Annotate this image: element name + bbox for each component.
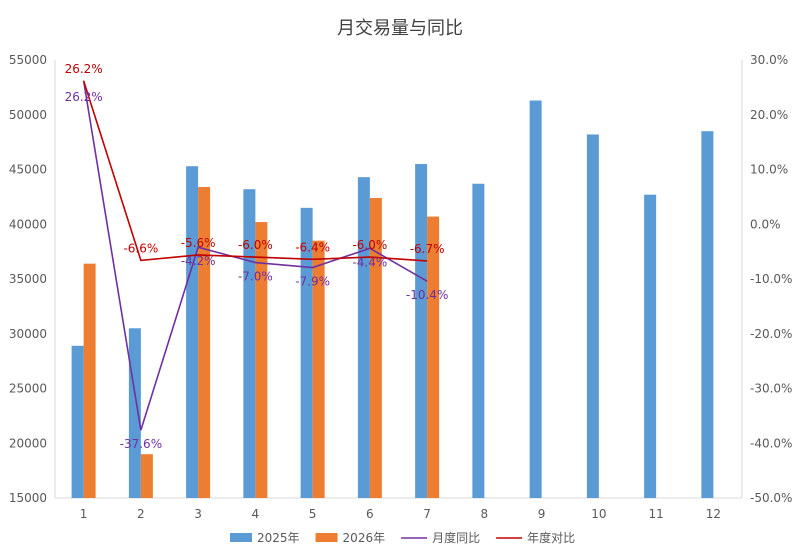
series-line: [82, 80, 428, 431]
data-labels: 26.2% -37.6% -4.2% -7.0% -7.9% -4.4% -10.4% 26.…: [65, 62, 449, 451]
data-label: 26.2%: [65, 90, 103, 104]
y-right-tick-label: 10.0%: [750, 163, 788, 177]
y-left-tick-label: 30000: [9, 327, 47, 341]
chart-title: 月交易量与同比: [337, 18, 463, 39]
x-tick-label: 10: [591, 507, 606, 521]
y-left-tick-label: 15000: [9, 491, 47, 505]
bar: [586, 134, 599, 498]
y-right-tick-label: -50.0%: [750, 491, 792, 505]
data-label: -37.6%: [120, 437, 162, 451]
x-tick-label: 5: [309, 507, 317, 521]
y-right-tick-label: -10.0%: [750, 272, 792, 286]
x-tick-label: 4: [252, 507, 260, 521]
y-right-tick-label: 0.0%: [750, 217, 781, 231]
data-label: -5.6%: [181, 236, 216, 250]
bar: [83, 263, 96, 498]
data-label: -6.0%: [352, 238, 387, 252]
bars: [71, 100, 714, 499]
legend-swatch: [230, 533, 252, 542]
bar: [71, 345, 84, 498]
y-left-tick-label: 45000: [9, 163, 47, 177]
y-right-tick-label: 20.0%: [750, 108, 788, 122]
y-right-tick-label: -40.0%: [750, 436, 792, 450]
data-label: -6.4%: [295, 240, 330, 254]
x-tick-label: 6: [366, 507, 374, 521]
legend-label: 2025年: [257, 531, 300, 545]
y-left-tick-label: 40000: [9, 217, 47, 231]
x-tick-label: 2: [137, 507, 145, 521]
bar: [128, 328, 141, 498]
bar: [243, 189, 256, 498]
data-label: -6.0%: [238, 238, 273, 252]
x-tick-label: 12: [706, 507, 721, 521]
bar: [644, 194, 657, 498]
bar: [255, 222, 268, 498]
data-label: 26.2%: [65, 62, 103, 76]
bar: [529, 100, 542, 498]
data-label: -7.9%: [295, 275, 330, 289]
data-label: -7.0%: [238, 270, 273, 284]
y-left-tick-label: 50000: [9, 108, 47, 122]
lines: [82, 80, 428, 431]
x-tick-label: 9: [538, 507, 546, 521]
bar: [140, 454, 153, 498]
y-left-tick-label: 20000: [9, 436, 47, 450]
y-right-tick-label: -20.0%: [750, 327, 792, 341]
legend-swatch: [315, 533, 338, 542]
y-left-tick-label: 35000: [9, 272, 47, 286]
y-left-tick-label: 55000: [9, 53, 47, 67]
bar: [472, 183, 485, 499]
data-label: -4.4%: [352, 255, 387, 269]
bar: [427, 216, 440, 498]
legend-label: 年度对比: [527, 530, 575, 545]
bar: [312, 240, 325, 499]
bar: [357, 177, 370, 499]
y-right-tick-label: -30.0%: [750, 382, 792, 396]
legend-label: 月度同比: [432, 530, 480, 545]
data-label: -6.7%: [410, 242, 445, 256]
data-label: -10.4%: [406, 288, 448, 302]
series-line: [82, 80, 428, 262]
legend-label: 2026年: [343, 531, 386, 545]
x-tick-label: 1: [80, 507, 88, 521]
y-right-tick-label: 30.0%: [750, 53, 788, 67]
legend: 2025年 2026年 月度同比 年度对比: [230, 530, 575, 545]
bar: [701, 131, 714, 499]
axes: 15000 20000 25000 30000 35000 40000 45000 50000…: [9, 53, 793, 521]
bar: [300, 207, 313, 498]
x-tick-label: 11: [648, 507, 663, 521]
bar: [369, 197, 382, 498]
data-label: -6.6%: [123, 241, 158, 255]
x-tick-label: 7: [423, 507, 431, 521]
x-tick-label: 3: [194, 507, 202, 521]
bar: [198, 187, 211, 498]
data-label: -4.2%: [181, 254, 216, 268]
x-tick-label: 8: [481, 507, 489, 521]
bar: [186, 166, 199, 498]
bar: [415, 164, 428, 498]
y-left-tick-label: 25000: [9, 382, 47, 396]
